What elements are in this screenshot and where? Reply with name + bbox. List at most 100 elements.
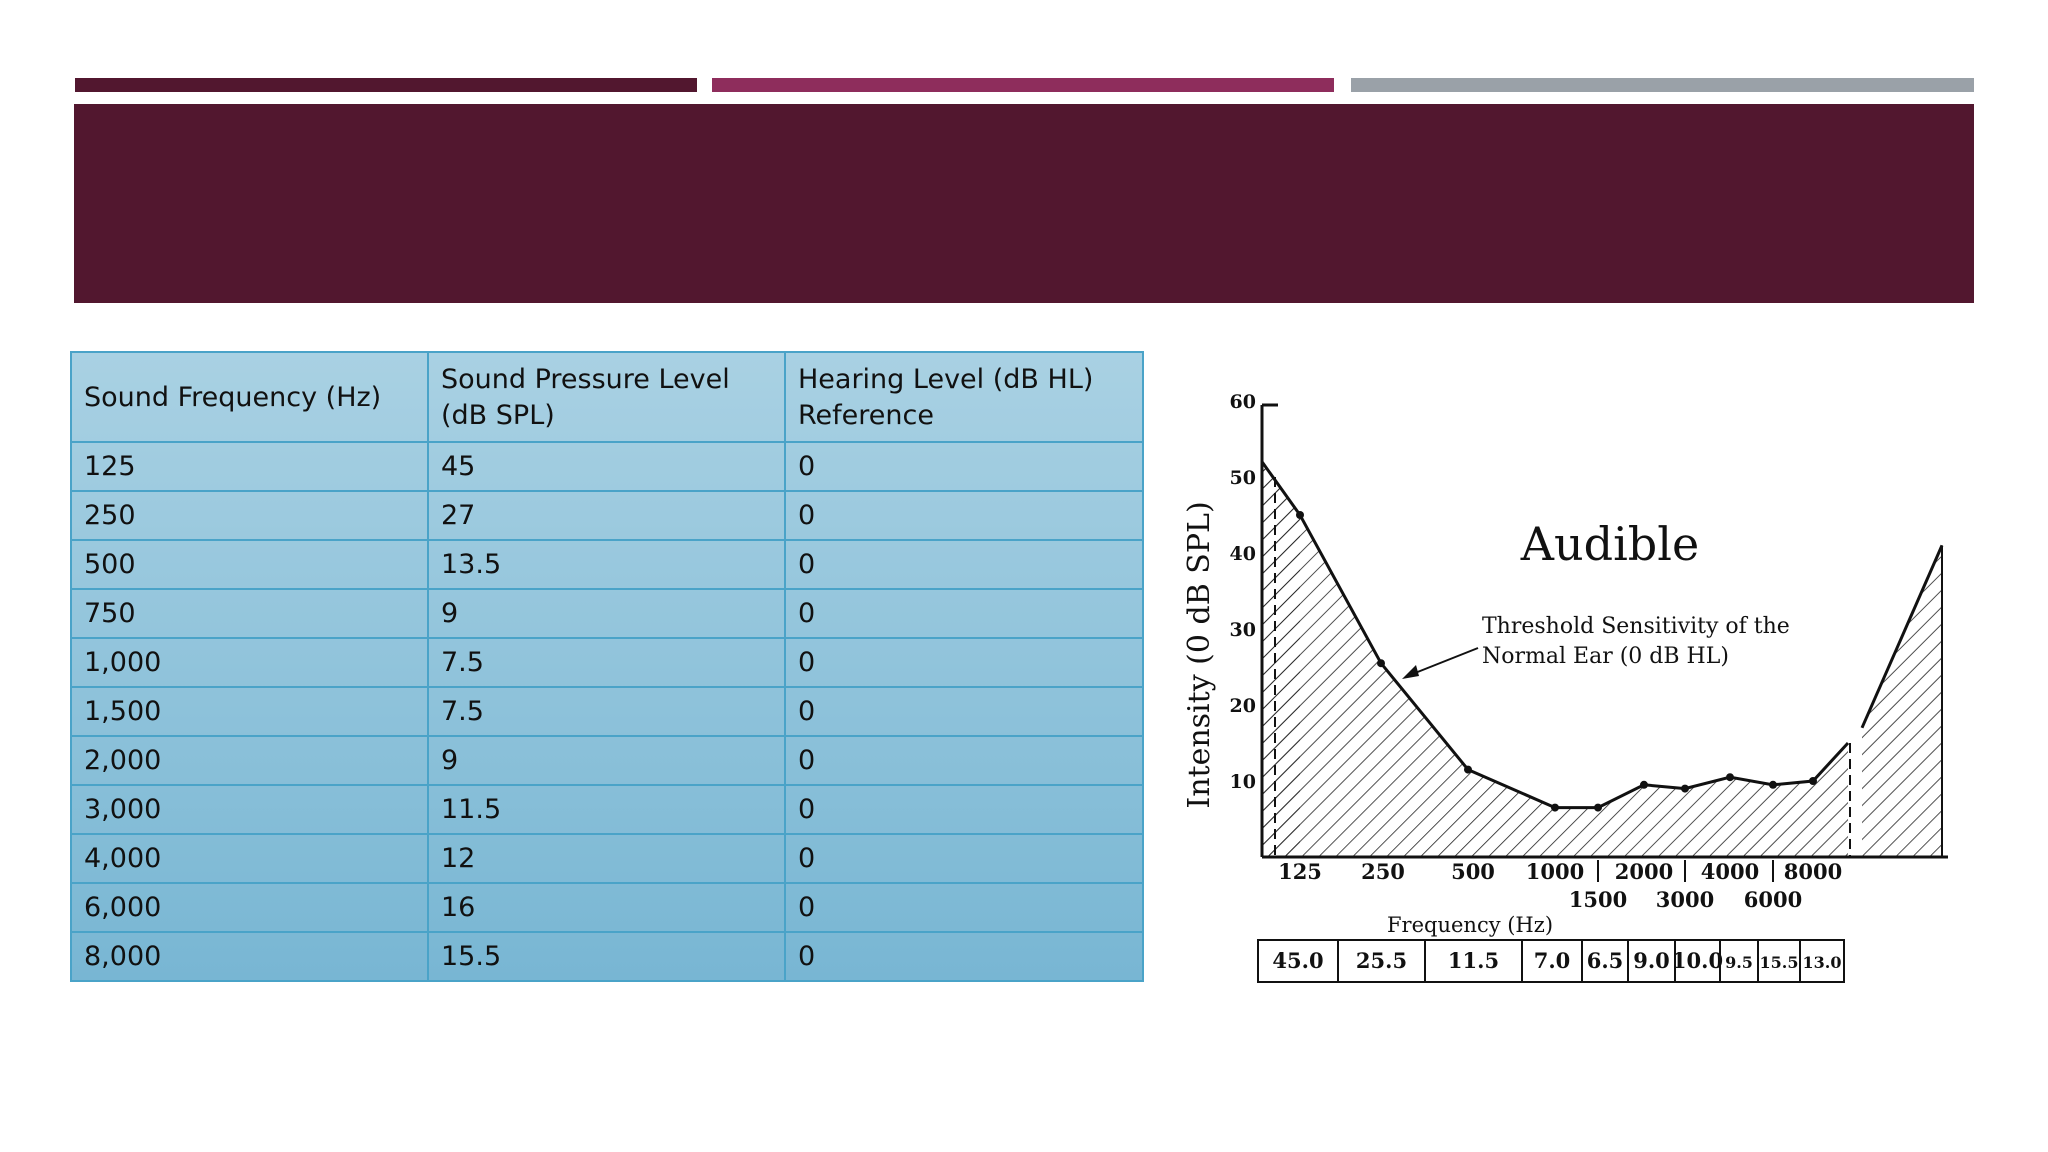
x-tick-label: 1000 — [1526, 859, 1584, 884]
table-row: 750 9 0 — [70, 588, 1144, 639]
table-cell: 8,000 — [70, 931, 429, 982]
table-cell: 0 — [784, 686, 1144, 737]
table-row: 1,000 7.5 0 — [70, 637, 1144, 688]
chart-title: Audible — [1520, 517, 1699, 571]
table-cell: 4,000 — [70, 833, 429, 884]
annotation-line-2: Normal Ear (0 dB HL) — [1482, 644, 1729, 669]
table-row: 125 45 0 — [70, 441, 1144, 492]
column-header: Hearing Level (dB HL) Reference — [784, 351, 1144, 443]
value-cell-label: 9.5 — [1725, 953, 1753, 972]
table-cell: 7.5 — [427, 637, 786, 688]
accent-bar-gray — [1351, 78, 1974, 92]
x-tick-label: 8000 — [1784, 859, 1842, 884]
y-tick-label: 40 — [1230, 543, 1256, 565]
accent-bar-dark — [75, 78, 697, 92]
threshold-point — [1769, 780, 1777, 789]
hatch-area-under-curve — [1262, 461, 1848, 857]
x-tick-label: 4000 — [1701, 859, 1759, 884]
table-header-row: Sound Frequency (Hz) Sound Pressure Leve… — [70, 351, 1144, 443]
x-tick-label: 6000 — [1744, 887, 1802, 912]
x-tick-label: 1500 — [1569, 887, 1627, 912]
table-cell: 0 — [784, 931, 1144, 982]
table-cell: 750 — [70, 588, 429, 639]
x-axis-label: Frequency (Hz) — [1387, 913, 1553, 937]
table-row: 6,000 16 0 — [70, 882, 1144, 933]
table-cell: 0 — [784, 784, 1144, 835]
value-cell-label: 9.0 — [1633, 948, 1670, 973]
y-tick-label: 50 — [1230, 467, 1256, 489]
table-row: 3,000 11.5 0 — [70, 784, 1144, 835]
table-cell: 0 — [784, 735, 1144, 786]
x-tick-label: 3000 — [1656, 887, 1714, 912]
audibility-chart-svg: 60 50 40 30 20 10 125 250 500 1000 2000 4000 8000 150… — [1182, 391, 1948, 983]
table-cell: 13.5 — [427, 539, 786, 590]
threshold-point — [1377, 659, 1385, 668]
table-cell: 250 — [70, 490, 429, 541]
table-cell: 16 — [427, 882, 786, 933]
x-tick-label: 500 — [1451, 859, 1495, 884]
table-cell: 9 — [427, 588, 786, 639]
threshold-point — [1551, 803, 1559, 812]
annotation-line-1: Threshold Sensitivity of the — [1482, 614, 1790, 639]
table-cell: 45 — [427, 441, 786, 492]
y-tick-label: 60 — [1230, 391, 1256, 413]
table-row: 250 27 0 — [70, 490, 1144, 541]
threshold-point — [1726, 773, 1734, 782]
table-cell: 2,000 — [70, 735, 429, 786]
x-tick-label: 125 — [1278, 859, 1322, 884]
threshold-point — [1681, 784, 1689, 793]
value-cell-label: 45.0 — [1272, 948, 1323, 973]
table-cell: 7.5 — [427, 686, 786, 737]
table-cell: 0 — [784, 490, 1144, 541]
threshold-curve — [1260, 460, 1850, 810]
table-row: 1,500 7.5 0 — [70, 686, 1144, 737]
audibility-chart: 60 50 40 30 20 10 125 250 500 1000 2000 4000 8000 150… — [1170, 360, 1970, 1010]
accent-bar-magenta — [712, 78, 1334, 92]
column-header: Sound Pressure Level (dB SPL) — [427, 351, 786, 443]
y-axis-label: Intensity (0 dB SPL) — [1182, 501, 1217, 808]
table-cell: 15.5 — [427, 931, 786, 982]
table-cell: 0 — [784, 637, 1144, 688]
value-cell-label: 15.5 — [1760, 953, 1799, 972]
table-row: 8,000 15.5 0 — [70, 931, 1144, 982]
value-cell-label: 25.5 — [1356, 948, 1407, 973]
table-cell: 11.5 — [427, 784, 786, 835]
value-cell-label: 11.5 — [1448, 948, 1499, 973]
value-cell-label: 10.0 — [1672, 948, 1723, 973]
right-rising-curve — [1860, 544, 1944, 729]
title-band — [74, 104, 1974, 303]
value-cell-label: 7.0 — [1534, 948, 1571, 973]
threshold-point — [1464, 765, 1472, 774]
threshold-table: Sound Frequency (Hz) Sound Pressure Leve… — [70, 351, 1144, 982]
y-tick-label: 30 — [1230, 619, 1256, 641]
hatch-area-right — [1862, 545, 1942, 857]
table-cell: 1,500 — [70, 686, 429, 737]
table-cell: 1,000 — [70, 637, 429, 688]
threshold-point — [1640, 780, 1648, 789]
x-tick-label: 250 — [1361, 859, 1405, 884]
table-row: 4,000 12 0 — [70, 833, 1144, 884]
table-row: 500 13.5 0 — [70, 539, 1144, 590]
table-cell: 3,000 — [70, 784, 429, 835]
y-tick-label: 20 — [1230, 695, 1256, 717]
x-tick-label: 2000 — [1615, 859, 1673, 884]
table-cell: 27 — [427, 490, 786, 541]
table-cell: 500 — [70, 539, 429, 590]
table-cell: 0 — [784, 539, 1144, 590]
threshold-point — [1594, 803, 1602, 812]
table-cell: 9 — [427, 735, 786, 786]
threshold-point — [1296, 511, 1304, 519]
threshold-point — [1809, 777, 1817, 785]
value-cell-label: 13.0 — [1803, 953, 1842, 972]
annotation-arrow-line — [1409, 647, 1479, 676]
table-cell: 0 — [784, 441, 1144, 492]
values-box — [1257, 939, 1845, 983]
y-tick-label: 10 — [1230, 771, 1256, 793]
table-cell: 0 — [784, 833, 1144, 884]
table-cell: 125 — [70, 441, 429, 492]
table-cell: 0 — [784, 882, 1144, 933]
value-cell-label: 6.5 — [1587, 948, 1624, 973]
table-row: 2,000 9 0 — [70, 735, 1144, 786]
table-cell: 12 — [427, 833, 786, 884]
column-header: Sound Frequency (Hz) — [70, 351, 429, 443]
